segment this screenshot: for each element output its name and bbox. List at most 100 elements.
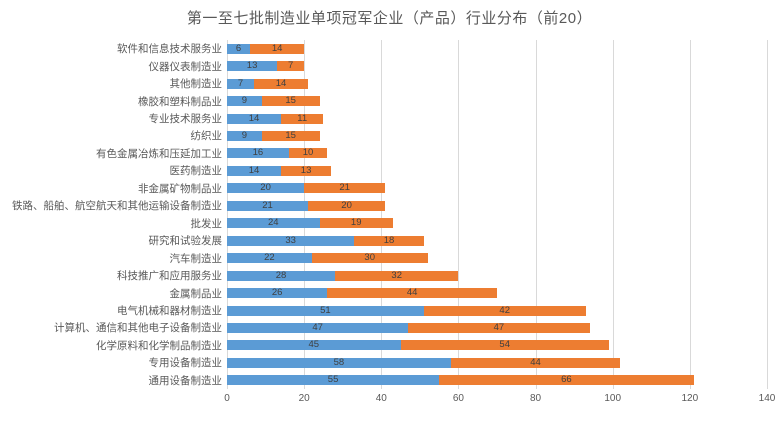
value-label: 6 xyxy=(235,42,242,54)
value-label: 11 xyxy=(297,112,308,124)
value-label: 47 xyxy=(493,321,505,333)
value-label: 51 xyxy=(320,304,331,316)
value-axis: 0 20 40 60 80 100 120 140 xyxy=(224,393,775,409)
value-label: 14 xyxy=(248,112,260,124)
x-tick-label: 140 xyxy=(758,393,776,404)
category-label: 科技推广和应用服务业 xyxy=(117,270,222,283)
bar-row: 14 11 xyxy=(227,110,767,127)
category-label: 计算机、通信和其他电子设备制造业 xyxy=(54,322,222,335)
bar-segment-series-2-orange: 44 xyxy=(450,357,621,368)
category-label: 软件和信息技术服务业 xyxy=(117,43,222,56)
bar-track: 9 15 xyxy=(227,95,320,107)
bar-row: 55 66 xyxy=(227,372,767,389)
bar-segment-series-2-orange: 7 xyxy=(277,60,305,72)
bar-segment-series-2-orange: 54 xyxy=(400,339,609,351)
value-label: 42 xyxy=(499,304,510,316)
value-label: 19 xyxy=(350,217,362,229)
bar-segment-series-1-blue: 33 xyxy=(227,235,355,246)
bar-segment-series-1-blue: 7 xyxy=(227,78,254,89)
bar-track: 21 20 xyxy=(227,199,386,211)
bar-segment-series-2-orange: 14 xyxy=(254,78,308,89)
bar-row: 14 13 xyxy=(227,162,767,179)
category-label: 电气机械和器材制造业 xyxy=(117,305,222,318)
value-label: 47 xyxy=(312,321,323,333)
bar-row: 9 15 xyxy=(227,127,767,144)
gridline-60 xyxy=(458,40,460,389)
bar-segment-series-2-orange: 30 xyxy=(311,253,428,264)
bar-segment-series-1-blue: 14 xyxy=(227,164,281,176)
category-label: 仪器仪表制造业 xyxy=(148,60,223,73)
bar-segment-series-2-orange: 66 xyxy=(439,374,694,386)
gridline-0 xyxy=(227,40,228,389)
value-label: 10 xyxy=(302,147,314,159)
value-label: 26 xyxy=(271,287,283,299)
value-label: 21 xyxy=(262,199,273,211)
bar-row: 16 10 xyxy=(227,145,767,162)
gridline-40 xyxy=(381,40,383,389)
bar-row: 28 32 xyxy=(227,267,767,284)
bar-track: 47 47 xyxy=(227,321,590,333)
chart-title: 第一至七批制造业单项冠军企业（产品）行业分布（前20） xyxy=(186,10,593,27)
bar-row: 22 30 xyxy=(227,249,767,266)
value-label: 54 xyxy=(499,339,510,351)
value-label: 15 xyxy=(285,129,296,141)
bar-segment-series-2-orange: 47 xyxy=(408,321,590,333)
value-label: 7 xyxy=(287,60,294,72)
bar-segment-series-1-blue: 26 xyxy=(227,287,328,299)
bar-row: 58 44 xyxy=(227,354,767,371)
gridline-100 xyxy=(612,40,614,389)
bar-track: 55 66 xyxy=(227,374,694,386)
category-label: 通用设备制造业 xyxy=(148,374,223,387)
bar-segment-series-1-blue: 6 xyxy=(227,42,251,54)
bar-segment-series-2-orange: 15 xyxy=(261,129,320,141)
bar-track: 45 54 xyxy=(227,339,609,351)
bar-segment-series-1-blue: 16 xyxy=(227,148,289,159)
bar-track: 7 14 xyxy=(227,78,308,89)
category-label: 其他制造业 xyxy=(169,78,223,91)
x-tick-label: 20 xyxy=(298,393,310,404)
bar-segment-series-1-blue: 9 xyxy=(227,95,262,107)
value-label: 24 xyxy=(267,217,279,229)
category-label: 医药制造业 xyxy=(169,165,223,178)
bar-segment-series-1-blue: 20 xyxy=(227,182,305,194)
gridline-120 xyxy=(689,40,691,389)
value-label: 32 xyxy=(391,269,402,281)
bar-segment-series-1-blue: 45 xyxy=(227,340,401,351)
value-label: 20 xyxy=(260,182,271,194)
bar-row: 9 15 xyxy=(227,92,767,109)
bar-segment-series-1-blue: 47 xyxy=(227,321,409,333)
value-label: 14 xyxy=(248,164,260,176)
bar-track: 16 10 xyxy=(227,147,328,159)
bar-segment-series-1-blue: 21 xyxy=(227,199,308,211)
bar-segment-series-2-orange: 32 xyxy=(335,269,459,281)
bar-track: 33 18 xyxy=(227,235,424,246)
value-label: 58 xyxy=(333,356,345,368)
value-label: 22 xyxy=(264,252,275,264)
value-label: 55 xyxy=(327,374,339,386)
category-label: 化学原料和化学制品制造业 xyxy=(96,339,222,352)
category-label: 纺织业 xyxy=(190,130,223,143)
bar-segment-series-2-orange: 42 xyxy=(423,304,586,316)
x-tick-label: 60 xyxy=(452,393,464,404)
bar-segment-series-1-blue: 9 xyxy=(227,130,262,141)
bar-row: 26 44 xyxy=(227,284,767,301)
bar-row: 6 14 xyxy=(227,40,767,57)
bar-row: 20 21 xyxy=(227,180,767,197)
bar-row: 45 54 xyxy=(227,337,767,354)
bar-track: 13 7 xyxy=(227,60,305,72)
gridline-140 xyxy=(767,40,768,389)
bar-track: 28 32 xyxy=(227,269,459,281)
value-label: 66 xyxy=(561,374,572,386)
gridline-80 xyxy=(535,40,537,389)
category-label: 专业技术服务业 xyxy=(148,113,223,126)
value-label: 44 xyxy=(406,287,418,299)
value-label: 13 xyxy=(246,60,258,72)
bar-row: 47 47 xyxy=(227,319,767,336)
x-tick-label: 100 xyxy=(604,393,622,404)
value-label: 9 xyxy=(241,95,247,107)
category-label: 汽车制造业 xyxy=(169,252,223,265)
bar-row: 24 19 xyxy=(227,215,767,232)
bar-segment-series-1-blue: 14 xyxy=(227,112,281,124)
bar-segment-series-2-orange: 13 xyxy=(281,165,332,176)
plot-area: 6 14 13 7 7 14 9 15 14 11 9 15 16 10 14 13 20 21 21 20 24 19 3… xyxy=(227,40,768,389)
